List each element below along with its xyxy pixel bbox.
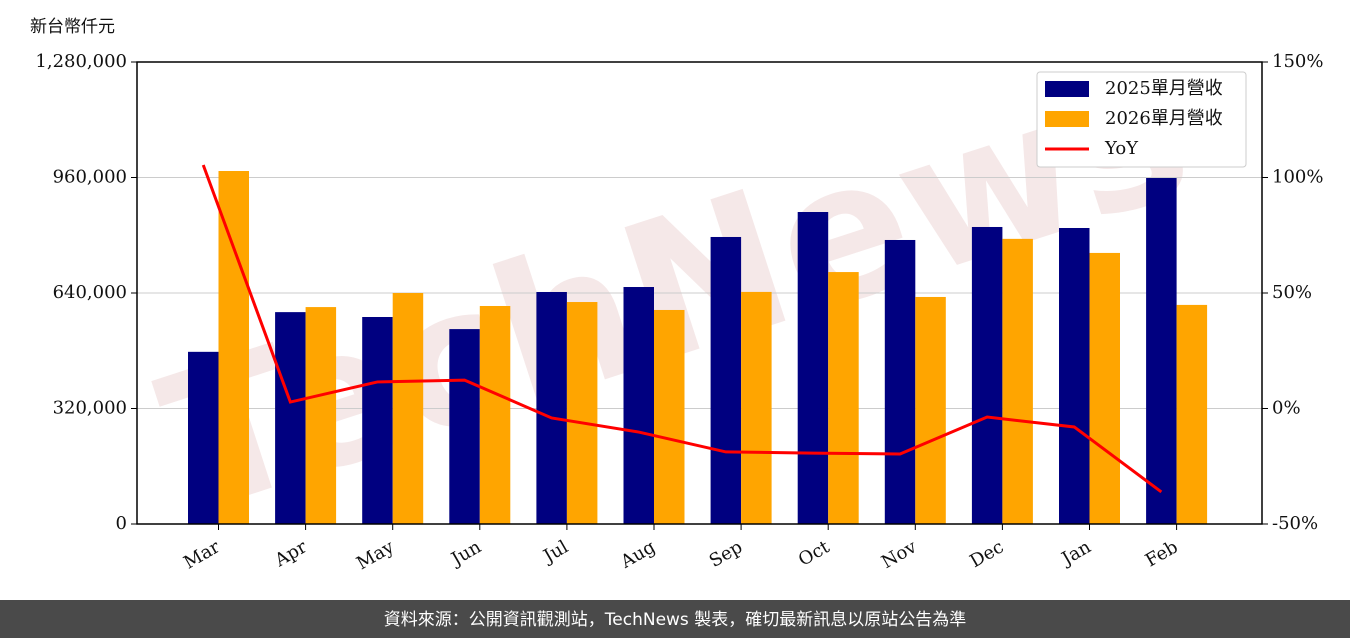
- y-tick-label: 960,000: [53, 167, 127, 188]
- x-tick-label: Sep: [706, 536, 746, 571]
- legend-swatch: [1045, 81, 1089, 97]
- bar: [1059, 227, 1090, 524]
- bar: [884, 239, 916, 525]
- legend-label: 2025單月營收: [1105, 78, 1223, 99]
- bar: [915, 296, 946, 524]
- bar: [479, 305, 511, 524]
- y2-tick-label: 0%: [1272, 398, 1301, 419]
- bar: [362, 317, 393, 524]
- bar: [449, 329, 480, 524]
- bar: [623, 287, 654, 524]
- y-tick-label: 640,000: [53, 282, 127, 303]
- bar: [275, 312, 306, 524]
- bar: [566, 302, 598, 524]
- y-tick-label: 1,280,000: [35, 51, 127, 72]
- bar: [218, 171, 249, 525]
- x-tick-label: Dec: [966, 536, 1007, 572]
- bar: [797, 212, 829, 525]
- bar: [536, 291, 567, 524]
- bar: [1002, 238, 1033, 524]
- bar: [828, 272, 859, 524]
- legend-box: [1036, 71, 1247, 168]
- x-tick-label: Aug: [616, 536, 659, 573]
- footer-bar: [0, 600, 1350, 638]
- x-tick-label: Jun: [446, 536, 485, 571]
- y2-tick-label: 50%: [1272, 282, 1312, 303]
- x-tick-label: Apr: [271, 536, 311, 571]
- x-tick-label: Jul: [538, 536, 572, 568]
- bar: [654, 309, 685, 524]
- y2-tick-label: -50%: [1272, 513, 1318, 534]
- bar: [710, 236, 742, 525]
- x-tick-label: Jan: [1057, 536, 1095, 570]
- bar: [1146, 178, 1177, 524]
- bar: [188, 351, 219, 524]
- y-tick-label: 320,000: [53, 398, 127, 419]
- bar: [392, 293, 424, 524]
- legend-label: 2026單月營收: [1105, 108, 1223, 129]
- y-label: 新台幣仟元: [30, 17, 115, 37]
- line: [201, 164, 1163, 494]
- footer: 資料來源：公開資訊觀測站，TechNews 製表，確切最新訊息以原站公告為準: [384, 610, 966, 630]
- plot-frame: [136, 61, 1263, 525]
- x-tick-label: Feb: [1142, 536, 1182, 571]
- y-tick-label: 0: [116, 513, 127, 534]
- x-tick-label: Nov: [878, 536, 921, 573]
- legend-swatch: [1045, 111, 1089, 127]
- bar: [971, 226, 1003, 524]
- x-tick-label: May: [353, 536, 398, 574]
- y2-tick-label: 150%: [1272, 51, 1323, 72]
- bar: [1089, 252, 1120, 524]
- legend-label: YoY: [1104, 138, 1139, 159]
- y2-tick-label: 100%: [1272, 167, 1323, 188]
- x-tick-label: Oct: [795, 536, 834, 571]
- bar: [1176, 304, 1208, 524]
- bar: [741, 291, 772, 524]
- bar: [305, 307, 337, 524]
